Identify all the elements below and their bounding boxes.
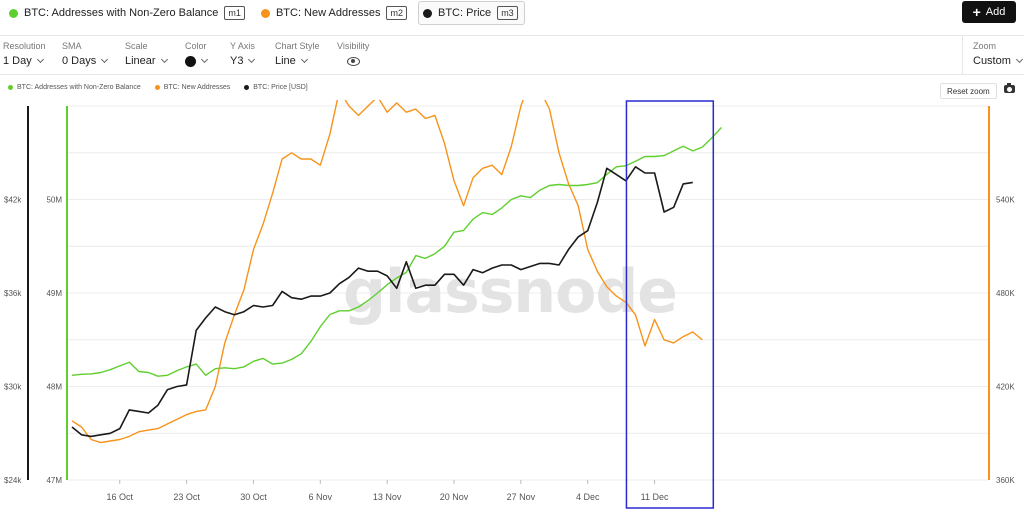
new-addresses-tick-label: 420K [996, 383, 1015, 392]
y-axis-value: Y3 [230, 55, 244, 67]
new-addresses-tick-label: 360K [996, 476, 1015, 485]
sma-control[interactable]: SMA 0 Days [62, 41, 109, 67]
grid-lines [68, 105, 988, 481]
price-tick-label: $24k [4, 476, 22, 485]
x-tick-label: 23 Oct [173, 492, 200, 502]
add-label: Add [985, 6, 1006, 18]
addresses-tick-label: 49M [46, 289, 62, 298]
plus-icon: + [972, 4, 981, 20]
highlight-box [625, 100, 715, 509]
metric-color-dot [260, 8, 270, 18]
addresses-tick-label: 50M [46, 196, 62, 205]
metric-label: BTC: Addresses with Non-Zero Balance [24, 7, 219, 19]
chart-controls: Resolution 1 Day SMA 0 Days Scale Linear… [0, 35, 1024, 75]
eye-icon [347, 56, 360, 66]
series-line [71, 100, 703, 444]
color-swatch [185, 55, 196, 67]
scale-label: Scale [125, 41, 148, 51]
visibility-control[interactable]: Visibility [337, 41, 369, 67]
add-metric-button[interactable]: + Add [962, 1, 1016, 23]
chevron-down-icon [248, 55, 256, 64]
price-tick-label: $36k [4, 289, 22, 298]
price-tick-label: $42k [4, 196, 22, 205]
metric-color-dot [9, 8, 18, 18]
camera-icon[interactable] [1004, 83, 1015, 93]
chart-area: glassnode $24k $30k $36k $42k 47M 48M 49M 50M 36… [4, 100, 1015, 509]
sma-value: 0 Days [62, 55, 97, 67]
scale-control[interactable]: Scale Linear [125, 41, 168, 67]
x-tick-label: 16 Oct [106, 492, 133, 502]
metric-pill-price[interactable]: BTC: Price m3 [418, 1, 525, 25]
metric-pill-new-addresses[interactable]: BTC: New Addresses m2 [256, 1, 414, 25]
new-addresses-tick-label: 540K [996, 196, 1015, 205]
metric-label: BTC: Price [438, 7, 492, 19]
chart-style-value: Line [275, 55, 296, 67]
x-tick-label: 27 Nov [507, 492, 536, 502]
metric-tag: m2 [386, 6, 407, 20]
chart-style-label: Chart Style [275, 41, 320, 51]
chevron-down-icon [160, 55, 168, 64]
metric-pill-addresses[interactable]: BTC: Addresses with Non-Zero Balance m1 [4, 1, 252, 25]
zoom-control[interactable]: Zoom Custom [973, 41, 1023, 67]
addresses-tick-label: 48M [46, 383, 62, 392]
legend-item-addresses[interactable]: BTC: Addresses with Non-Zero Balance [8, 84, 141, 91]
x-tick-label: 20 Nov [440, 492, 469, 502]
metric-tag: m1 [224, 6, 245, 20]
resolution-label: Resolution [3, 41, 46, 51]
legend-label: BTC: Price [USD] [253, 84, 308, 91]
scale-value: Linear [125, 55, 156, 67]
series-line [71, 127, 722, 377]
metric-label: BTC: New Addresses [275, 7, 381, 19]
chevron-down-icon [1015, 55, 1023, 64]
reset-zoom-label: Reset zoom [947, 86, 990, 96]
chevron-down-icon [36, 55, 44, 64]
watermark-text: glassnode [343, 257, 677, 327]
metric-color-dot [423, 8, 432, 18]
legend-label: BTC: New Addresses [163, 84, 231, 91]
chevron-down-icon [101, 55, 109, 64]
resolution-value: 1 Day [3, 55, 32, 67]
controls-divider [962, 36, 963, 74]
resolution-control[interactable]: Resolution 1 Day [3, 41, 46, 67]
chevron-down-icon [300, 55, 308, 64]
legend-item-new-addresses[interactable]: BTC: New Addresses [154, 84, 231, 91]
x-tick-label: 6 Nov [309, 492, 333, 502]
x-tick-label: 30 Oct [240, 492, 267, 502]
legend-dot [8, 85, 13, 90]
chevron-down-icon [200, 55, 209, 64]
y-axis-control[interactable]: Y Axis Y3 [230, 41, 256, 67]
color-label: Color [185, 41, 207, 51]
color-control[interactable]: Color [185, 41, 209, 67]
price-tick-label: $30k [4, 383, 22, 392]
legend-dot [154, 85, 160, 90]
sma-label: SMA [62, 41, 82, 51]
x-tick-label: 13 Nov [373, 492, 402, 502]
reset-zoom-button[interactable]: Reset zoom [940, 83, 997, 99]
metrics-toolbar: BTC: Addresses with Non-Zero Balance m1 … [0, 0, 1024, 26]
x-tick-label: 4 Dec [576, 492, 600, 502]
series-lines [71, 100, 722, 444]
addresses-tick-label: 47M [46, 476, 62, 485]
x-axis-ticks: 16 Oct 23 Oct 30 Oct 6 Nov 13 Nov 20 Nov 27 No… [106, 480, 669, 502]
legend-dot [244, 85, 250, 90]
series-line [71, 166, 693, 438]
y-axis-label: Y Axis [230, 41, 255, 51]
zoom-label: Zoom [973, 41, 997, 51]
legend-label: BTC: Addresses with Non-Zero Balance [17, 84, 141, 91]
metric-tag: m3 [497, 6, 518, 20]
visibility-label: Visibility [337, 41, 370, 51]
legend-item-price[interactable]: BTC: Price [USD] [244, 84, 308, 91]
chart-style-control[interactable]: Chart Style Line [275, 41, 320, 67]
chart-legend: BTC: Addresses with Non-Zero Balance BTC… [8, 84, 308, 91]
x-tick-label: 11 Dec [641, 492, 669, 502]
axes: $24k $30k $36k $42k 47M 48M 49M 50M 360K 420K 480K… [4, 106, 1015, 485]
new-addresses-tick-label: 480K [996, 289, 1015, 298]
zoom-value: Custom [973, 55, 1011, 67]
